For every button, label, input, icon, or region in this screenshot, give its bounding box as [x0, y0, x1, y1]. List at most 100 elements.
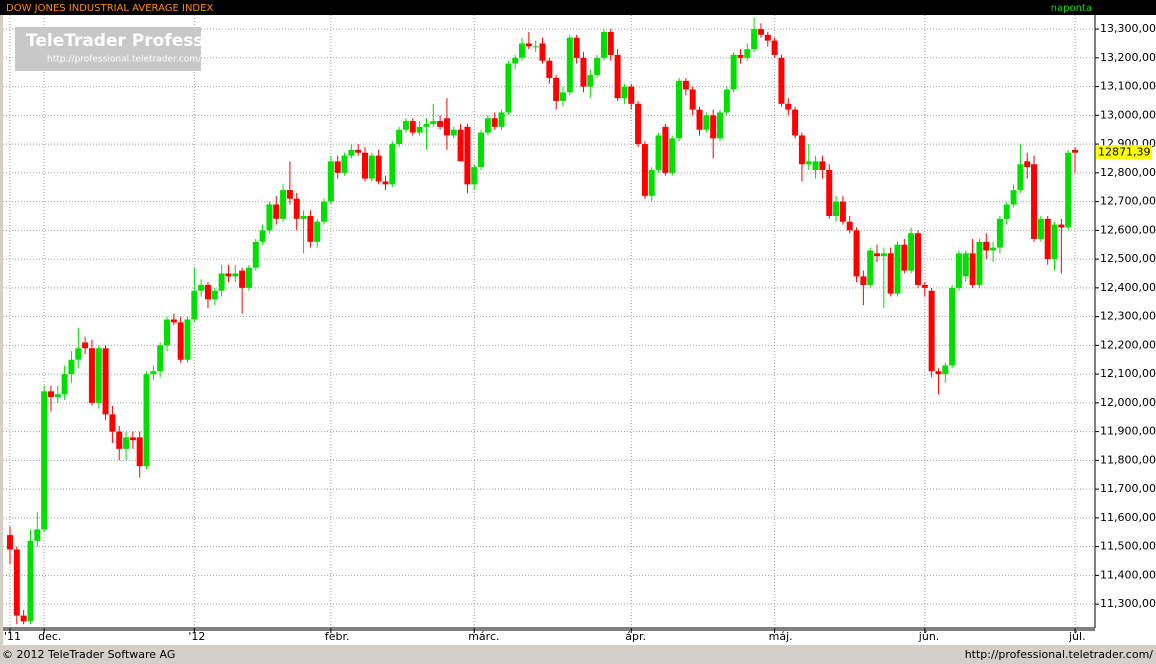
candle-body	[874, 253, 881, 257]
y-tick-label: 13,300,00	[1100, 22, 1156, 35]
y-tick-label: 12,800,00	[1100, 166, 1156, 179]
candle-body	[20, 615, 27, 622]
candle-body	[280, 190, 287, 219]
candle-body	[990, 247, 997, 251]
candle-body	[648, 169, 655, 196]
candle-body	[676, 80, 683, 139]
candle-body	[996, 218, 1003, 248]
candle-body	[785, 103, 792, 110]
candle-body	[54, 394, 61, 398]
candle-body	[894, 244, 901, 294]
candle-body	[314, 221, 321, 242]
y-tick-label: 12,500,00	[1100, 252, 1156, 265]
candle-body	[655, 135, 662, 170]
candle-body	[689, 89, 696, 110]
candle-body	[478, 132, 485, 168]
candle-body	[82, 342, 89, 349]
candle-body	[375, 155, 382, 182]
candle-body	[368, 155, 375, 179]
candle-body	[34, 529, 41, 541]
candle-body	[962, 253, 969, 277]
y-tick-label: 13,000,00	[1100, 108, 1156, 121]
candle-body	[157, 345, 164, 372]
candle-body	[61, 374, 68, 395]
candle-body	[901, 244, 908, 271]
candle-body	[839, 201, 846, 222]
candle-body	[211, 290, 218, 300]
candle-body	[914, 233, 921, 285]
candle-body	[792, 109, 799, 136]
candle-body	[293, 198, 300, 219]
candle-body	[389, 144, 396, 185]
candle-body	[887, 253, 894, 294]
x-tick-label: '12	[188, 630, 205, 643]
candle-body	[867, 250, 874, 285]
candle-body	[669, 138, 676, 173]
candle-body	[1051, 224, 1058, 260]
candle-body	[362, 152, 368, 179]
candle-body	[710, 115, 717, 139]
candle-body	[853, 230, 860, 277]
candle-body	[75, 348, 82, 360]
candle-body	[430, 121, 437, 124]
candle-body	[717, 112, 723, 139]
candle-body	[355, 149, 362, 153]
candle-body	[423, 123, 430, 127]
candle-body	[7, 535, 13, 550]
candle-body	[635, 103, 642, 145]
candle-body	[751, 29, 758, 50]
candle-body	[505, 63, 512, 113]
candle-body	[259, 230, 266, 242]
candle-body	[471, 167, 478, 185]
candle-body	[942, 365, 949, 375]
candle-body	[491, 118, 498, 127]
candle-body	[273, 204, 280, 219]
candle-body	[566, 37, 573, 93]
candle-body	[525, 43, 532, 47]
candle-body	[402, 121, 409, 130]
y-tick-label: 12,100,00	[1100, 367, 1156, 380]
candle-body	[594, 57, 601, 76]
logo-title: TeleTrader Professional	[26, 31, 250, 51]
candle-body	[450, 129, 457, 136]
candle-body	[812, 161, 819, 170]
candle-body	[512, 57, 519, 64]
x-tick-label: ápr.	[625, 630, 646, 643]
candle-body	[587, 75, 594, 87]
x-tick-label: júl.	[1068, 630, 1086, 643]
candle-body	[730, 54, 737, 90]
candle-body	[95, 348, 102, 403]
y-tick-label: 11,900,00	[1100, 425, 1156, 438]
candle-body	[143, 374, 150, 467]
candle-body	[116, 431, 123, 449]
candle-body	[860, 276, 867, 285]
candle-body	[177, 322, 184, 360]
x-tick-label: '11	[4, 630, 21, 643]
candle-body	[744, 49, 751, 58]
x-axis-area	[3, 628, 1156, 645]
candle-body	[307, 215, 314, 242]
y-tick-label: 12,600,00	[1100, 223, 1156, 236]
x-tick-label: febr.	[325, 630, 350, 643]
candle-body	[198, 284, 205, 291]
y-tick-label: 11,300,00	[1100, 597, 1156, 610]
candle-body	[252, 241, 259, 268]
candle-body	[805, 161, 812, 165]
candle-body	[1017, 164, 1024, 191]
candle-body	[88, 348, 95, 403]
candle-body	[68, 359, 75, 375]
candle-body	[819, 161, 826, 170]
x-tick-label: jún.	[918, 630, 940, 643]
candle-body	[771, 40, 778, 55]
candle-body	[348, 149, 355, 156]
candle-body	[239, 270, 246, 288]
candle-body	[245, 267, 252, 288]
candle-body	[327, 161, 334, 202]
candle-body	[129, 437, 136, 441]
candle-body	[300, 215, 307, 219]
candle-body	[798, 135, 805, 165]
candle-body	[47, 391, 54, 398]
candle-body	[880, 253, 887, 257]
